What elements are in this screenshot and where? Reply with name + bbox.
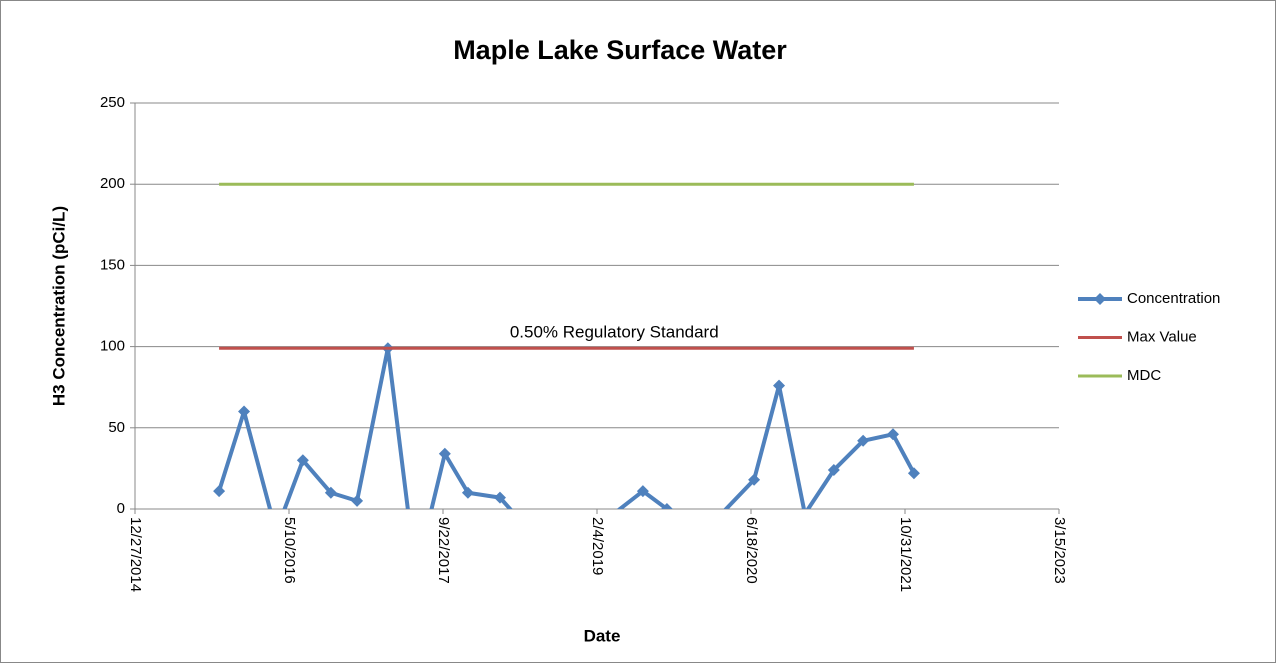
marker xyxy=(660,503,673,509)
marker xyxy=(213,485,226,498)
marker xyxy=(886,428,899,441)
marker xyxy=(827,464,840,477)
legend-marker xyxy=(1094,293,1106,305)
legend-label: Concentration xyxy=(1127,290,1220,307)
marker xyxy=(238,405,251,418)
marker xyxy=(461,486,474,499)
marker xyxy=(907,467,920,480)
marker xyxy=(773,379,786,392)
marker xyxy=(324,486,337,499)
x-tick-label: 10/31/2021 xyxy=(897,517,914,592)
annotation: 0.50% Regulatory Standard xyxy=(510,323,719,342)
marker xyxy=(351,494,364,507)
legend-label: MDC xyxy=(1127,367,1161,384)
marker xyxy=(438,447,451,460)
series-line xyxy=(217,346,916,509)
marker xyxy=(748,473,761,486)
x-axis-title: Date xyxy=(584,626,621,645)
y-tick-label: 250 xyxy=(100,94,125,111)
chart-title: Maple Lake Surface Water xyxy=(453,35,787,65)
x-tick-label: 6/18/2020 xyxy=(743,517,760,584)
y-tick-label: 100 xyxy=(100,338,125,355)
legend-label: Max Value xyxy=(1127,328,1197,345)
x-tick-label: 5/10/2016 xyxy=(281,517,298,584)
x-tick-label: 9/22/2017 xyxy=(435,517,452,584)
marker xyxy=(857,434,870,447)
marker xyxy=(803,507,807,509)
plot-area xyxy=(213,182,920,509)
y-tick-label: 150 xyxy=(100,256,125,273)
y-tick-label: 200 xyxy=(100,175,125,192)
marker xyxy=(636,485,649,498)
y-tick-label: 50 xyxy=(108,419,125,436)
y-tick-label: 0 xyxy=(117,500,125,517)
x-tick-label: 2/4/2019 xyxy=(589,517,606,575)
y-axis-title: H3 Concentration (pCi/L) xyxy=(49,206,68,406)
marker xyxy=(493,491,506,504)
x-tick-label: 3/15/2023 xyxy=(1051,517,1068,584)
marker xyxy=(296,454,309,467)
x-tick-label: 12/27/2014 xyxy=(127,517,144,592)
